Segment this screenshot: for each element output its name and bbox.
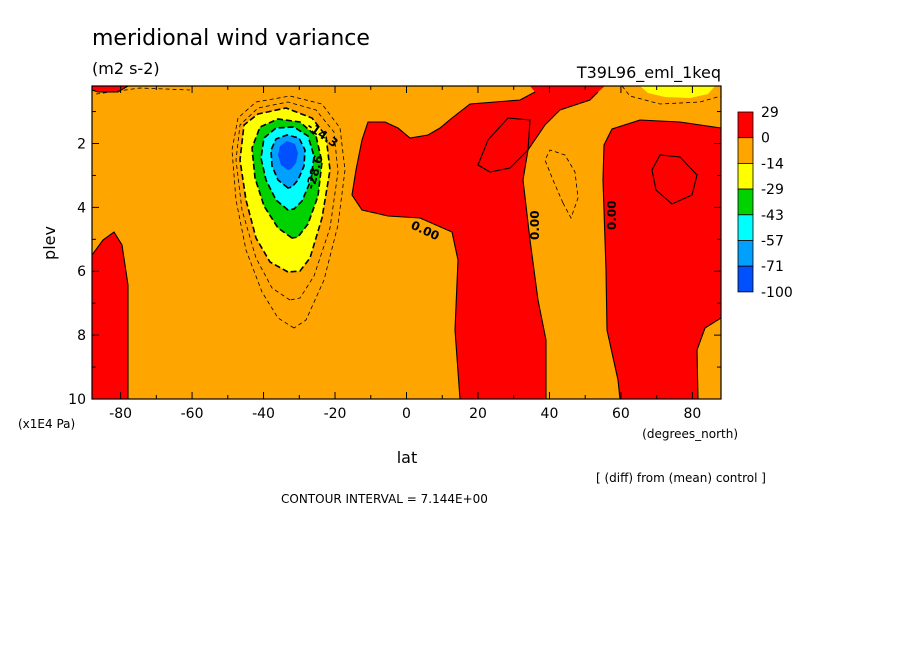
- x-tick-label: 60: [612, 406, 630, 422]
- colorbar-swatch: [737, 162, 754, 190]
- colorbar: 29 0 -14 -29 -43 -57 -71 -100: [737, 105, 793, 301]
- x-tick-label: -20: [324, 406, 347, 422]
- colorbar-label: -43: [761, 208, 784, 224]
- contour-label-4: 0.00: [528, 210, 542, 240]
- colorbar-label: -100: [761, 285, 793, 301]
- small-contour-loop-a: [477, 117, 531, 173]
- colorbar-swatch: [737, 240, 754, 267]
- comparison-note: [ (diff) from (mean) control ]: [596, 471, 766, 485]
- colorbar-label: -14: [761, 156, 784, 172]
- y-axis-ticks: 2 4 6 8 10: [68, 111, 721, 408]
- x-tick-label: -60: [181, 406, 204, 422]
- dashed-contour-inner: [544, 149, 579, 219]
- zero-contour-central: [351, 86, 599, 399]
- colorbar-swatch: [737, 137, 754, 164]
- x-tick-label: 20: [469, 406, 487, 422]
- colorbar-label: 0: [761, 131, 770, 147]
- y-tick-label: 2: [77, 136, 86, 152]
- x-tick-label: 0: [402, 406, 411, 422]
- x-tick-label: 40: [541, 406, 559, 422]
- x-tick-label: -40: [252, 406, 275, 422]
- colorbar-label: -71: [761, 259, 784, 275]
- negative-band-top-north: [640, 86, 715, 98]
- x-tick-label: -80: [109, 406, 132, 422]
- positive-region-north: [603, 120, 721, 399]
- dashed-contour-43: [260, 126, 315, 211]
- chart-title: meridional wind variance: [92, 26, 370, 51]
- y-tick-label: 4: [77, 200, 86, 216]
- y-tick-label: 10: [68, 392, 86, 408]
- x-tick-label: 80: [683, 406, 701, 422]
- y-tick-label: 6: [77, 264, 86, 280]
- zero-contour-north: [602, 119, 721, 399]
- dashed-contour-57: [270, 134, 306, 189]
- run-label: T39L96_eml_1keq: [576, 63, 721, 83]
- colorbar-swatch: [737, 265, 754, 293]
- y-axis-unit: (x1E4 Pa): [18, 417, 75, 431]
- colorbar-swatch: [737, 188, 754, 216]
- x-axis-ticks: -80 -60 -40 -20 0 20 40 60 80: [109, 86, 701, 422]
- contour-label-5: 0.00: [605, 200, 619, 230]
- dashed-contour-29: [251, 118, 323, 239]
- chart-units: (m2 s-2): [92, 59, 160, 78]
- dashed-contour-top: [621, 86, 721, 105]
- negative-band-71-100: [278, 141, 298, 170]
- zero-contour-top-left: [92, 86, 129, 93]
- colorbar-label: -57: [761, 234, 784, 250]
- dashed-contour-14: [239, 107, 331, 273]
- y-tick-label: 8: [77, 328, 86, 344]
- x-axis-label: lat: [397, 448, 418, 467]
- positive-region-south-pole: [92, 232, 128, 399]
- zero-contour-south: [92, 231, 129, 399]
- y-axis-label: plev: [40, 226, 59, 260]
- colorbar-label: 29: [761, 105, 779, 121]
- x-axis-unit: (degrees_north): [642, 427, 738, 441]
- dashed-contour-outer: [231, 95, 346, 329]
- small-contour-loop-b: [651, 154, 698, 205]
- colorbar-swatch: [737, 111, 754, 139]
- colorbar-swatch: [737, 214, 754, 241]
- dashed-contour-top-left: [95, 87, 191, 95]
- dashed-contour-mid: [235, 101, 339, 301]
- contour-interval: CONTOUR INTERVAL = 7.144E+00: [281, 492, 488, 506]
- colorbar-label: -29: [761, 182, 784, 198]
- plot-area: -14.3 -28.6 0.00 0.00 0.00: [92, 86, 721, 399]
